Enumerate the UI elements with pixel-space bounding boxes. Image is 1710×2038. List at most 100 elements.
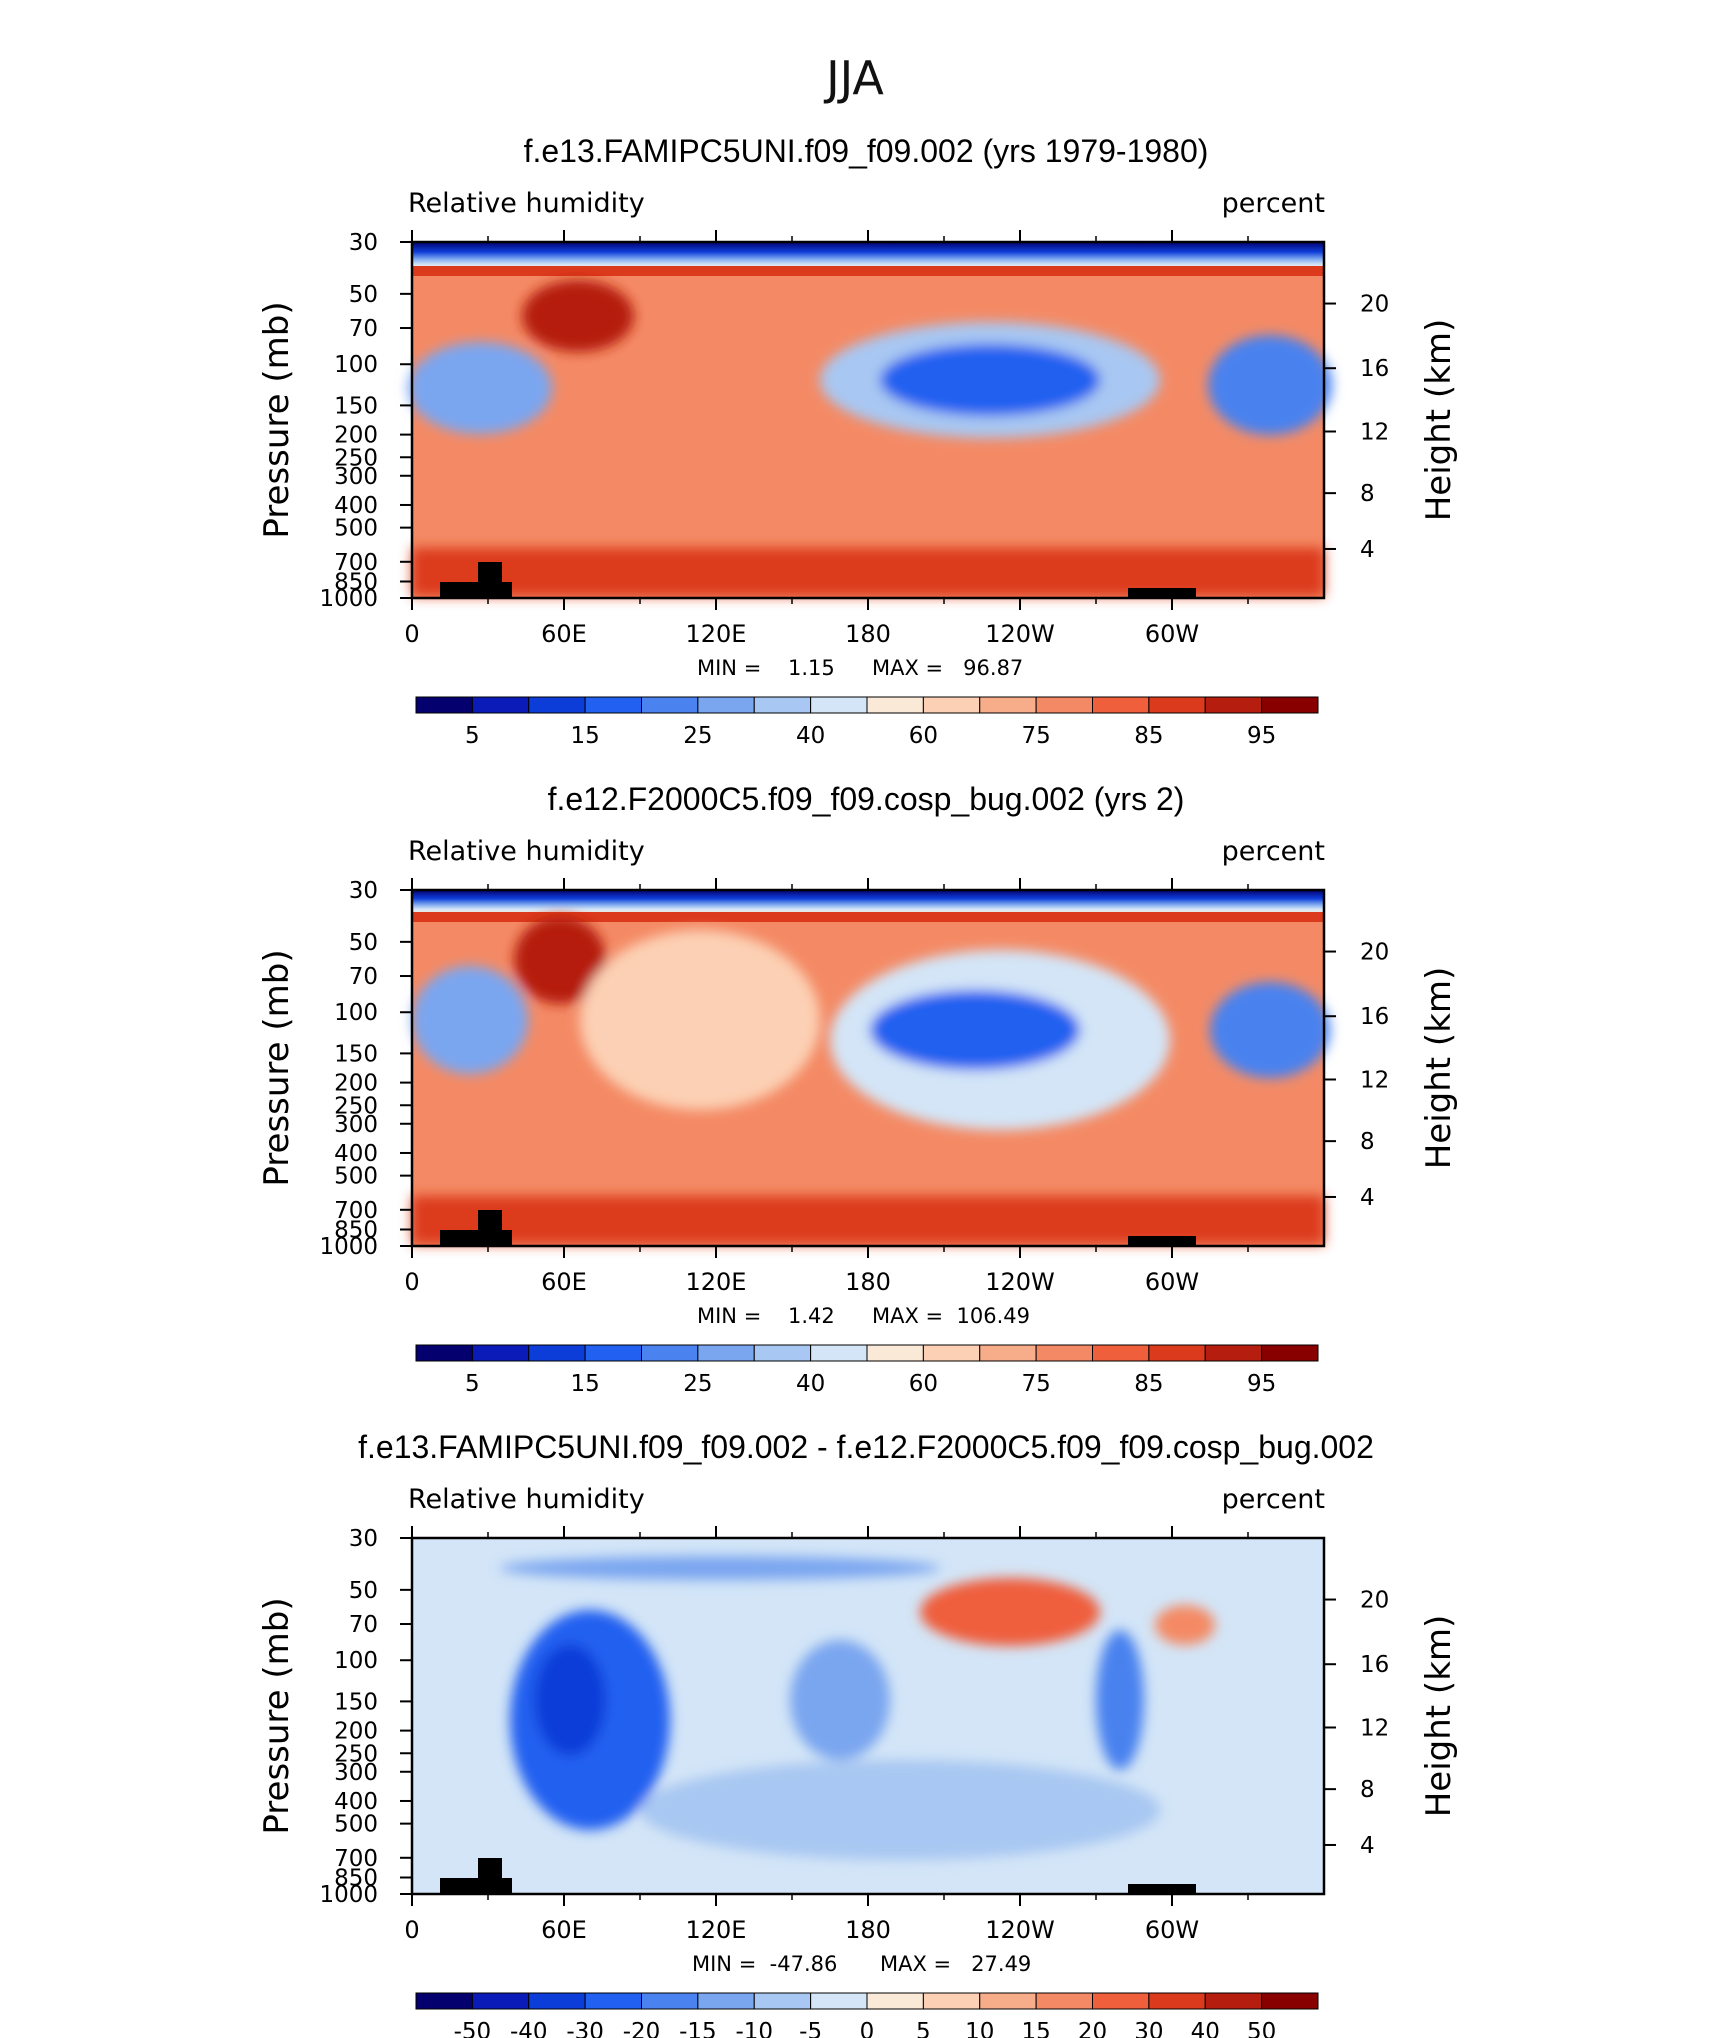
panel-2-field [410,888,1330,1248]
panel-1-x-tick-label: 60E [541,620,587,648]
panel-1-upper-wet-core [522,280,634,352]
panel-2-colorbar-swatch [584,1344,642,1362]
panel-2-colorbar-swatch [979,1344,1037,1362]
panel-3-colorbar-swatch [697,1992,755,2010]
panel-1-y-tick-label: 150 [334,393,378,419]
panel-3-colorbar-label: 30 [1134,2019,1163,2038]
panel-1-colorbar-label: 5 [465,723,480,749]
panel-3-field [410,1536,1326,1896]
panel-3-min-label: MIN = -47.86 [692,1952,837,1976]
panel-3-y-tick-label: 30 [349,1526,378,1552]
panel-3-title: f.e13.FAMIPC5UNI.f09_f09.002 - f.e12.F20… [358,1429,1374,1465]
panel-1-y-tick-label: 700 [334,550,378,576]
panel-2-colorbar-label: 15 [570,1371,599,1397]
panel-1-stratosphere-band [412,242,1324,270]
panel-1-colorbar-swatch [866,696,924,714]
panel-2-y-tick-label: 70 [349,964,378,990]
panel-1-colorbar-label: 25 [683,723,712,749]
panel-2-colorbar-swatch [415,1344,473,1362]
panel-1-topography-west-peak [478,562,502,582]
panel-2-dry-region-west [412,966,528,1074]
panel-2-y-tick-label: 500 [334,1164,378,1190]
panel-3-y-tick-label: 400 [334,1789,378,1815]
panel-3-y-tick-label: 850 [334,1866,378,1892]
panel-2-upper-wet-core [514,916,606,1004]
panel-3-topography-west-peak [478,1858,502,1878]
panel-1-tropopause-band [412,266,1324,276]
panel-3-colorbar-label: -5 [799,2019,822,2038]
panel-1-topography-west [440,582,512,598]
panel-2-x-tick-label: 60W [1145,1268,1199,1296]
panel-2-colorbar-swatch [641,1344,699,1362]
panel-1-y2-tick-label: 16 [1360,356,1389,382]
panel-2-y-tick-label: 50 [349,930,378,956]
panel-1-colorbar-swatch [1148,696,1206,714]
panel-2: f.e12.F2000C5.f09_f09.cosp_bug.002 (yrs … [257,781,1459,1397]
panel-2-topography-west-peak [478,1210,502,1230]
panel-1-x-tick-label: 180 [845,620,891,648]
panel-2-y2-tick-label: 4 [1360,1185,1375,1211]
panel-2-y2-tick-label: 8 [1360,1129,1375,1155]
panel-3-colorbar-label: 20 [1078,2019,1107,2038]
panel-1-colorbar-swatch [584,696,642,714]
panel-1-y2-tick-label: 8 [1360,481,1375,507]
panel-2-colorbar-swatch [528,1344,586,1362]
panel-1-y-tick-label: 400 [334,493,378,519]
panel-2-y-tick-label: 250 [334,1093,378,1119]
panel-1-y2-axis-title: Height (km) [1419,319,1459,522]
panel-3-units-label: percent [1222,1484,1325,1515]
panel-1-colorbar-label: 60 [909,723,938,749]
panel-1-max-label: MAX = 96.87 [872,656,1023,680]
panel-2-colorbar-swatch [753,1344,812,1362]
panel-1-y2-tick-label: 12 [1360,420,1389,446]
panel-3-negative-anomaly-east [1096,1630,1144,1770]
panel-1-min-label: MIN = 1.15 [697,656,835,680]
panel-1-y-tick-label: 200 [334,423,378,449]
panel-1-colorbar-swatch [753,696,812,714]
panel-3-colorbar-swatch [415,1992,473,2010]
panel-3-x-tick-label: 120E [686,1916,747,1944]
panel-2-topography-east [1128,1236,1196,1246]
panel-2-moist-upper-region [580,930,820,1110]
panel-2-y2-tick-label: 20 [1360,940,1389,966]
panel-3-colorbar-swatch [1204,1992,1263,2010]
panel-2-y-tick-label: 850 [334,1218,378,1244]
panel-1-y-axis-title: Pressure (mb) [257,301,297,538]
panel-2-x-tick-label: 120W [985,1268,1055,1296]
panel-2-colorbar-swatch [866,1344,924,1362]
panel-2-y-tick-label: 700 [334,1198,378,1224]
panel-1-colorbar-swatch [810,696,868,714]
panel-2-y-tick-label: 1000 [319,1234,378,1260]
panel-1-y-tick-label: 1000 [319,586,378,612]
panel-2-y-tick-label: 300 [334,1112,378,1138]
panel-1-colorbar-swatch [1204,696,1263,714]
panel-3-colorbar-label: 50 [1247,2019,1276,2038]
panel-3-y-tick-label: 200 [334,1719,378,1745]
season-title: JJA [823,51,884,105]
panel-2-y-tick-label: 150 [334,1041,378,1067]
panel-1-x-tick-label: 0 [404,620,419,648]
panel-3-y2-tick-label: 20 [1360,1588,1389,1614]
panel-2-colorbar-swatch [1204,1344,1263,1362]
panel-2-y-tick-label: 200 [334,1071,378,1097]
panel-2-colorbar-label: 25 [683,1371,712,1397]
panel-3-y2-tick-label: 4 [1360,1833,1375,1859]
panel-3-topography-east [1128,1884,1196,1894]
panel-3-y-tick-label: 1000 [319,1882,378,1908]
panel-3-x-tick-label: 60W [1145,1916,1199,1944]
panel-3-max-label: MAX = 27.49 [880,1952,1031,1976]
panel-1-colorbar-swatch [1035,696,1093,714]
panel-3-topography-west [440,1878,512,1894]
panel-3-colorbar-swatch [810,1992,868,2010]
panel-3-upper-negative-band [500,1556,940,1580]
panel-3-colorbar-swatch [1092,1992,1150,2010]
panel-2-tropopause-band [412,912,1324,922]
panel-1-colorbar: 5 15 25 40 60 75 85 95 [415,696,1319,749]
panel-2-variable-label: Relative humidity [408,836,645,867]
panel-3-x-tick-label: 60E [541,1916,587,1944]
panel-3-colorbar-label: -50 [454,2019,492,2038]
panel-1-colorbar-label: 75 [1021,723,1050,749]
panel-2-topography-west [440,1230,512,1246]
panel-1-x-tick-label: 60W [1145,620,1199,648]
panel-2-colorbar-swatch [1148,1344,1206,1362]
